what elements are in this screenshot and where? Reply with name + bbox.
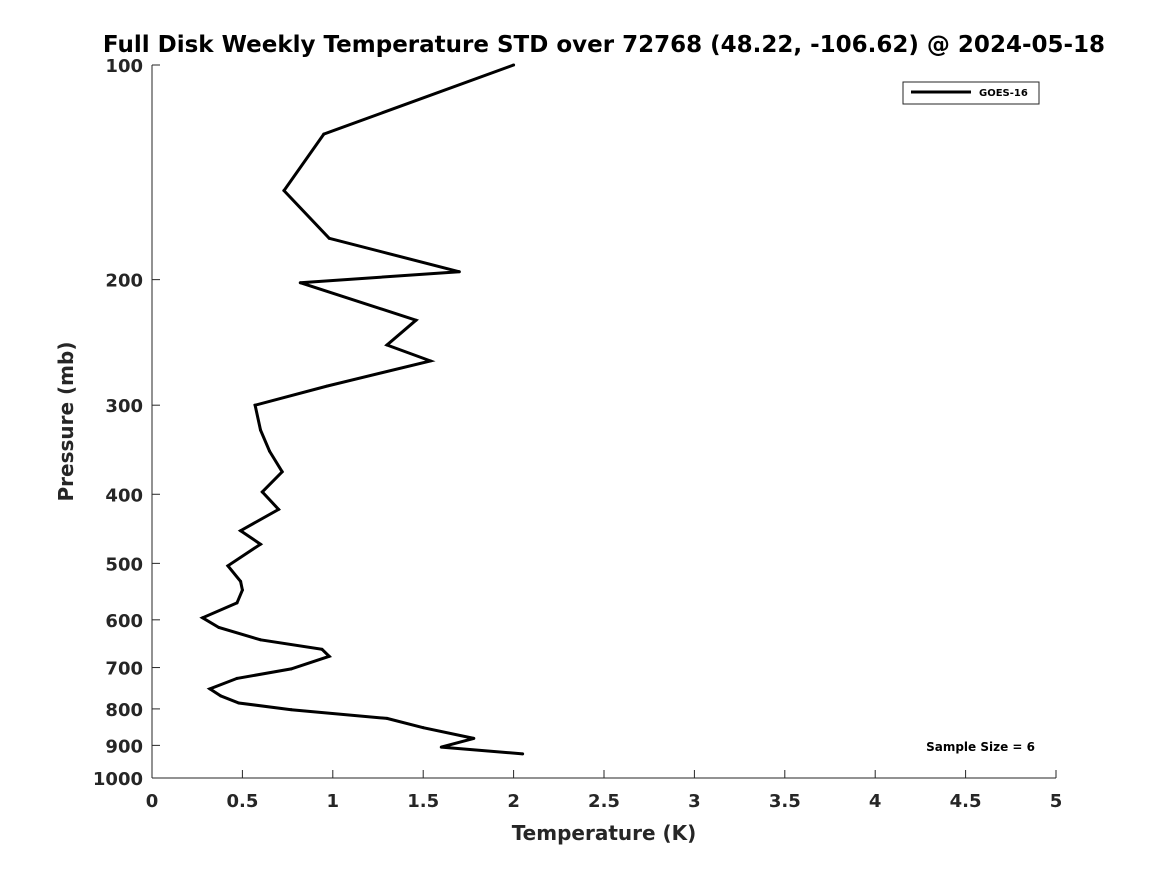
data-point [472,736,476,740]
x-tick-label: 0.5 [226,791,258,812]
sample-size-annotation: Sample Size = 6 [926,740,1035,754]
x-tick-label: 1 [327,791,340,812]
data-point [277,507,281,511]
data-point [253,403,257,407]
y-tick-label: 200 [105,271,143,292]
x-tick-label: 1.5 [407,791,439,812]
data-point [289,667,293,671]
y-tick-label: 800 [105,700,143,721]
y-axis-label: Pressure (mb) [54,342,78,502]
data-point [235,676,239,680]
y-tick-label: 600 [105,611,143,632]
x-tick-label: 4 [869,791,882,812]
data-point [258,638,262,642]
data-point [258,428,262,432]
data-point [239,579,243,583]
legend-label-goes-16: GOES-16 [979,88,1028,99]
data-point [239,529,243,533]
chart-title: Full Disk Weekly Temperature STD over 72… [103,32,1105,58]
x-ticks: 0 0.5 1 1.5 2 2.5 3 3.5 4 4.5 5 [146,770,1063,812]
series-points [201,63,525,756]
data-point [512,63,516,67]
x-tick-label: 3 [688,791,701,812]
data-point [322,132,326,136]
data-point [258,542,262,546]
y-tick-label: 700 [105,659,143,680]
data-point [298,281,302,285]
y-tick-label: 400 [105,485,143,506]
y-tick-label: 1000 [93,769,143,790]
y-ticks: 100 200 300 400 500 600 700 800 900 1000 [93,56,160,790]
data-point [260,490,264,494]
data-point [268,449,272,453]
legend: GOES-16 [902,81,1040,105]
data-point [282,189,286,193]
x-tick-label: 0 [146,791,159,812]
data-point [439,745,443,749]
x-tick-label: 4.5 [950,791,982,812]
data-point [325,384,329,388]
data-point [289,708,293,712]
data-point [327,654,331,658]
data-point [226,564,230,568]
data-point [208,687,212,691]
data-point [219,694,223,698]
x-tick-label: 2.5 [588,791,620,812]
plot-area: 0 0.5 1 1.5 2 2.5 3 3.5 4 4.5 5 100 200 300 400 500 600… [93,56,1062,812]
data-point [235,601,239,605]
data-point [237,701,241,705]
data-point [280,470,284,474]
x-tick-label: 3.5 [769,791,801,812]
data-point [385,343,389,347]
data-point [385,716,389,720]
data-point [320,647,324,651]
series-line-goes-16 [199,63,523,756]
data-point [327,236,331,240]
x-tick-label: 5 [1050,791,1063,812]
data-point [414,318,418,322]
data-point [240,588,244,592]
y-tick-label: 500 [105,554,143,575]
data-point [428,359,432,363]
x-tick-label: 2 [507,791,520,812]
y-tick-label: 900 [105,736,143,757]
data-point [457,270,461,274]
y-tick-label: 100 [105,56,143,77]
data-point [201,616,205,620]
data-point [217,625,221,629]
x-axis-label: Temperature (K) [512,821,697,845]
data-point [521,752,525,756]
y-tick-label: 300 [105,396,143,417]
data-point [421,726,425,730]
